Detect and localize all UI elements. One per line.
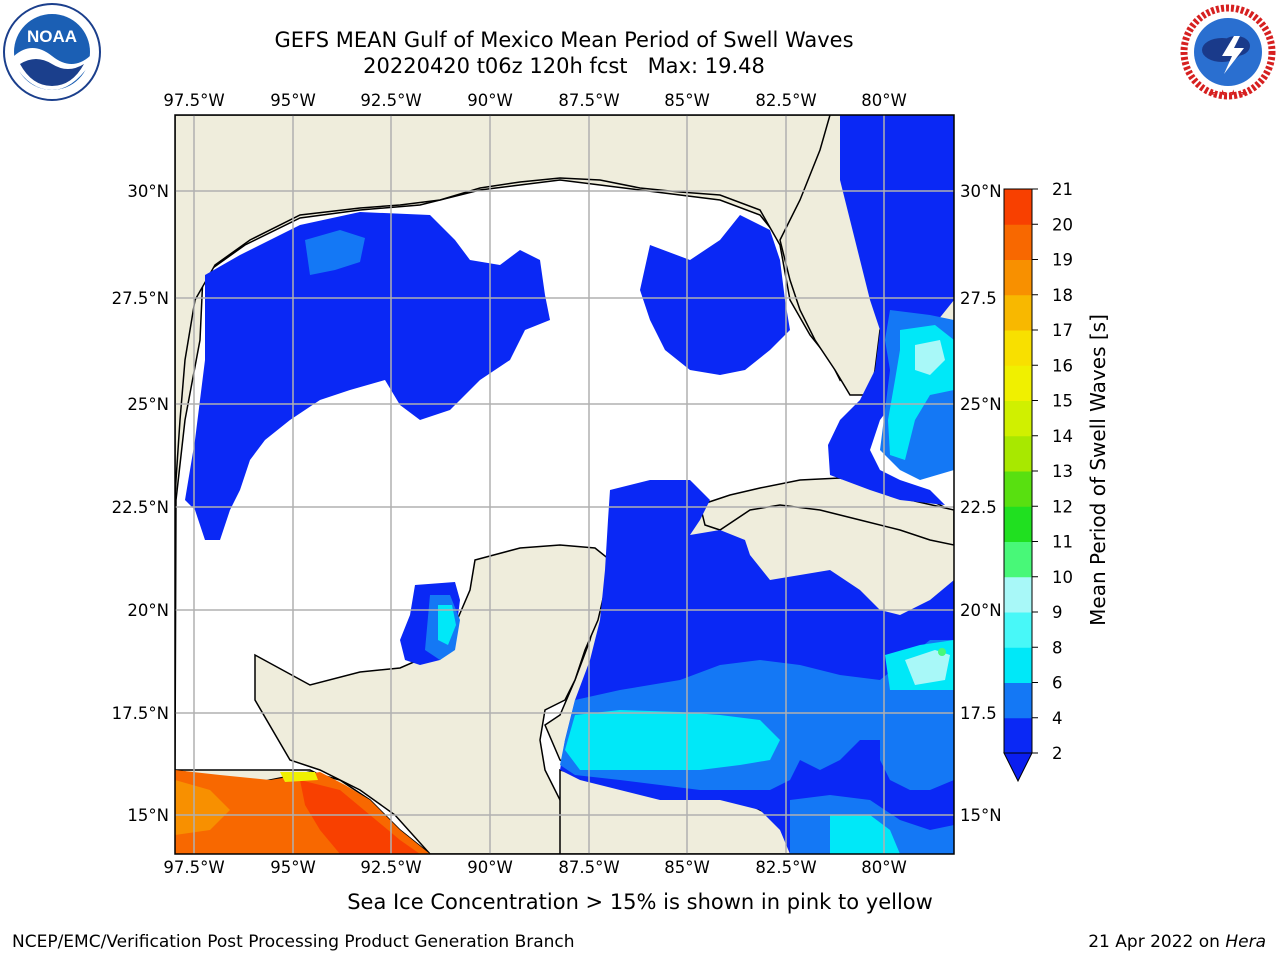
map-title: GEFS MEAN Gulf of Mexico Mean Period of … <box>274 28 854 52</box>
colorbar-tick-label: 15 <box>1052 392 1073 411</box>
colorbar-tick-label: 11 <box>1052 533 1073 552</box>
colorbar-segment <box>1004 224 1032 260</box>
lon-label: 82.5°W <box>755 91 816 110</box>
sea-ice-note: Sea Ice Concentration > 15% is shown in … <box>347 890 933 914</box>
colorbar-segment <box>1004 365 1032 401</box>
colorbar-segment <box>1004 294 1032 331</box>
issue-date-text: 21 Apr 2022 on <box>1088 932 1226 952</box>
colorbar-tick-label: 17 <box>1052 321 1073 340</box>
host-name: Hera <box>1225 932 1266 952</box>
colorbar-segment <box>1004 506 1032 542</box>
noaa-logo-text: NOAA <box>27 27 77 46</box>
colorbar-tick-label: 9 <box>1052 603 1063 622</box>
svg-text:★ ★ ★ ★: ★ ★ ★ ★ <box>1208 88 1248 98</box>
lat-label: 25°N <box>127 395 169 414</box>
lon-label: 90°W <box>467 858 513 877</box>
lat-label: 17.5 <box>960 704 997 723</box>
gridlines <box>175 115 954 854</box>
colorbar-tick-label: 18 <box>1052 286 1073 305</box>
colorbar-label: Mean Period of Swell Waves [s] <box>1086 314 1110 626</box>
lat-labels-left: 30°N 27.5°N 25°N 22.5°N 20°N 17.5°N 15°N <box>112 182 169 825</box>
colorbar-tick-label: 20 <box>1052 215 1073 234</box>
lon-label: 97.5°W <box>163 91 224 110</box>
colorbar-tick-label: 2 <box>1052 744 1063 763</box>
colorbar-segment <box>1004 612 1032 648</box>
colorbar-segment <box>1004 189 1032 225</box>
map-content <box>175 115 954 854</box>
colorbar-tick-label: 21 <box>1052 180 1073 199</box>
colorbar-extend-arrow <box>1003 752 1033 783</box>
colorbar-tick-label: 10 <box>1052 568 1073 587</box>
colorbar-segment <box>1004 576 1032 613</box>
lat-label: 25°N <box>960 395 1002 414</box>
lat-label: 17.5°N <box>112 704 169 723</box>
lon-labels-bottom: 97.5°W 95°W 92.5°W 90°W 87.5°W 85°W 82.5… <box>163 858 906 877</box>
lon-label: 95°W <box>270 91 316 110</box>
lat-label: 20°N <box>127 601 169 620</box>
lon-label: 87.5°W <box>558 91 619 110</box>
lon-label: 87.5°W <box>558 858 619 877</box>
colorbar: 2 4 6 8 9 10 11 12 13 14 15 16 17 18 19 20 21 <box>1003 180 1073 783</box>
colorbar-segment <box>1004 471 1032 507</box>
lon-label: 85°W <box>664 858 710 877</box>
colorbar-segment <box>1004 541 1032 578</box>
lat-label: 30°N <box>127 182 169 201</box>
lat-label: 22.5 <box>960 498 997 517</box>
colorbar-segment <box>1004 682 1032 719</box>
lon-label: 80°W <box>861 858 907 877</box>
colorbar-tick-label: 8 <box>1052 638 1063 657</box>
colorbar-tick-label: 14 <box>1052 427 1073 446</box>
issue-date: 21 Apr 2022 on Hera <box>1088 932 1266 952</box>
lon-label: 92.5°W <box>360 858 421 877</box>
colorbar-segment <box>1004 400 1032 437</box>
map-subtitle: 20220420 t06z 120h fcst Max: 19.48 <box>363 54 765 78</box>
lon-label: 92.5°W <box>360 91 421 110</box>
lon-label: 95°W <box>270 858 316 877</box>
lon-label: 85°W <box>664 91 710 110</box>
colorbar-tick-label: 6 <box>1052 674 1063 693</box>
lat-label: 15°N <box>127 806 169 825</box>
colorbar-tick-label: 12 <box>1052 497 1073 516</box>
colorbar-segment <box>1004 435 1032 472</box>
lon-labels-top: 97.5°W 95°W 92.5°W 90°W 87.5°W 85°W 82.5… <box>163 91 906 110</box>
colorbar-tick-label: 13 <box>1052 462 1073 481</box>
lon-label: 82.5°W <box>755 858 816 877</box>
lat-labels-right: 30°N 27.5 25°N 22.5 20°N 17.5 15°N <box>960 182 1002 825</box>
colorbar-tick-label: 19 <box>1052 251 1073 270</box>
colorbar-tick-label: 16 <box>1052 356 1073 375</box>
swell-9-10s <box>938 648 946 656</box>
lat-label: 22.5°N <box>112 498 169 517</box>
yucatan-land <box>254 544 791 854</box>
lat-label: 15°N <box>960 806 1002 825</box>
lat-label: 27.5 <box>960 289 997 308</box>
swell-high-values <box>175 770 430 854</box>
colorbar-segment <box>1004 259 1032 296</box>
colorbar-tick-label: 4 <box>1052 709 1063 728</box>
producer-credit: NCEP/EMC/Verification Post Processing Pr… <box>12 932 575 952</box>
lon-label: 80°W <box>861 91 907 110</box>
nws-logo: ★ ★ ★ ★ <box>1180 4 1276 100</box>
colorbar-segment <box>1004 647 1032 683</box>
lat-label: 27.5°N <box>112 289 169 308</box>
lon-label: 90°W <box>467 91 513 110</box>
map-frame <box>174 114 955 855</box>
lat-label: 20°N <box>960 601 1002 620</box>
colorbar-segment <box>1004 330 1032 366</box>
colorbar-segment <box>1004 717 1032 754</box>
lon-label: 97.5°W <box>163 858 224 877</box>
swell-8-9s <box>905 340 950 685</box>
noaa-logo: NOAA <box>3 3 101 101</box>
lat-label: 30°N <box>960 182 1002 201</box>
